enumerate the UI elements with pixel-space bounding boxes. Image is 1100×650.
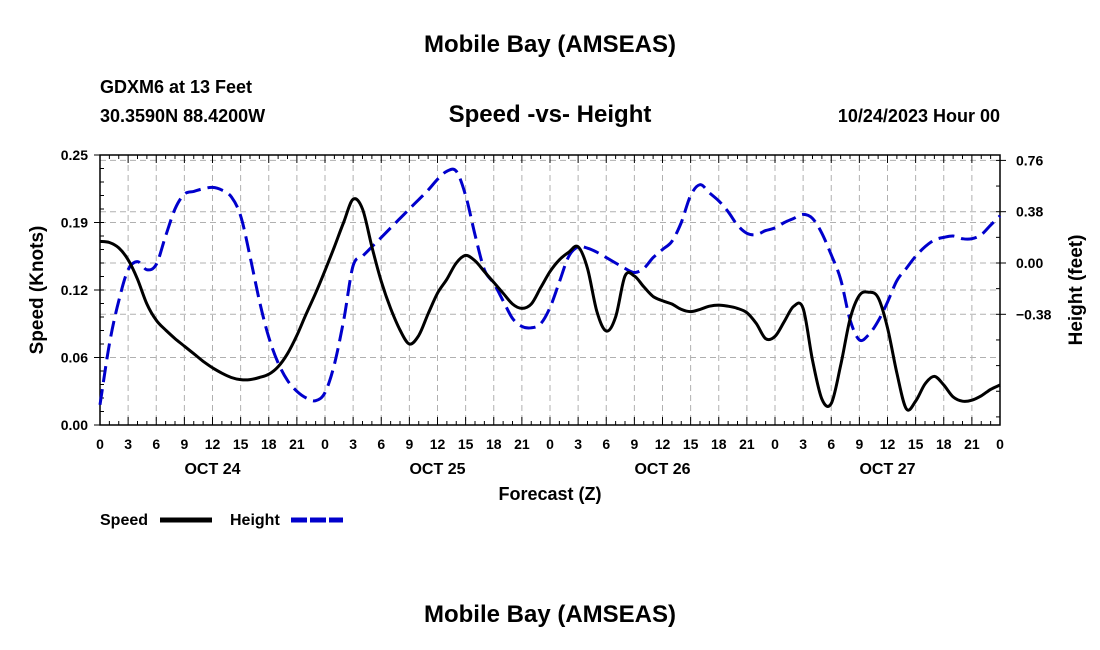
x-tick-label: 21: [964, 436, 980, 452]
chart-subtitle: Speed -vs- Height: [448, 101, 652, 128]
x-tick-label: 9: [405, 436, 413, 452]
x-tick-label: 0: [321, 436, 329, 452]
x-tick-label: 15: [233, 436, 249, 452]
x-tick-label: 3: [574, 436, 582, 452]
x-tick-label: 3: [799, 436, 807, 452]
x-day-label: OCT 26: [634, 461, 690, 478]
x-tick-label: 18: [261, 436, 277, 452]
x-tick-label: 6: [377, 436, 385, 452]
y-tick-label: 0.12: [61, 282, 88, 298]
x-tick-label: 0: [96, 436, 104, 452]
x-tick-label: 21: [739, 436, 755, 452]
x-tick-label: 9: [630, 436, 638, 452]
x-tick-label: 12: [205, 436, 221, 452]
chart-title: Mobile Bay (AMSEAS): [423, 31, 677, 58]
x-tick-label: 18: [936, 436, 952, 452]
x-tick-label: 3: [349, 436, 357, 452]
station-label: GDXM6 at 13 Feet: [100, 77, 253, 97]
x-tick-label: 15: [458, 436, 474, 452]
x-tick-label: 12: [655, 436, 671, 452]
y-tick-label: 0.25: [61, 147, 88, 163]
x-tick-label: 3: [124, 436, 132, 452]
x-tick-label: 9: [180, 436, 188, 452]
x-day-label: OCT 27: [859, 461, 915, 478]
x-tick-label: 6: [152, 436, 160, 452]
forecast-datetime: 10/24/2023 Hour 00: [837, 106, 1000, 126]
x-tick-label: 18: [711, 436, 727, 452]
x-tick-label: 15: [908, 436, 924, 452]
x-tick-label: 21: [289, 436, 305, 452]
y2-tick-label: −0.38: [1016, 306, 1052, 322]
x-tick-label: 15: [683, 436, 699, 452]
x-tick-label: 12: [430, 436, 446, 452]
x-tick-label: 6: [602, 436, 610, 452]
legend-height-label: Height: [230, 512, 280, 529]
y-tick-label: 0.00: [61, 417, 88, 433]
x-tick-label: 0: [771, 436, 779, 452]
x-tick-label: 21: [514, 436, 530, 452]
x-tick-label: 12: [880, 436, 896, 452]
y2-tick-label: 0.00: [1016, 255, 1043, 271]
x-tick-label: 6: [827, 436, 835, 452]
x-day-label: OCT 24: [184, 461, 240, 478]
speed-series-line: [99, 197, 1001, 412]
x-day-label: OCT 25: [409, 461, 465, 478]
y-tick-label: 0.19: [61, 215, 88, 231]
x-tick-label: 9: [855, 436, 863, 452]
y2-axis-title: Height (feet): [1066, 235, 1087, 346]
y2-tick-label: 0.38: [1016, 204, 1043, 220]
x-tick-label: 0: [546, 436, 554, 452]
coordinates-label: 30.3590N 88.4200W: [100, 106, 266, 126]
bottom-title: Mobile Bay (AMSEAS): [423, 601, 677, 628]
legend-speed-label: Speed: [100, 512, 148, 529]
x-tick-label: 0: [996, 436, 1004, 452]
y-tick-label: 0.06: [61, 350, 88, 366]
x-axis-title: Forecast (Z): [498, 484, 601, 504]
y-axis-title: Speed (Knots): [27, 226, 48, 355]
x-tick-label: 18: [486, 436, 502, 452]
y2-tick-label: 0.76: [1016, 152, 1043, 168]
